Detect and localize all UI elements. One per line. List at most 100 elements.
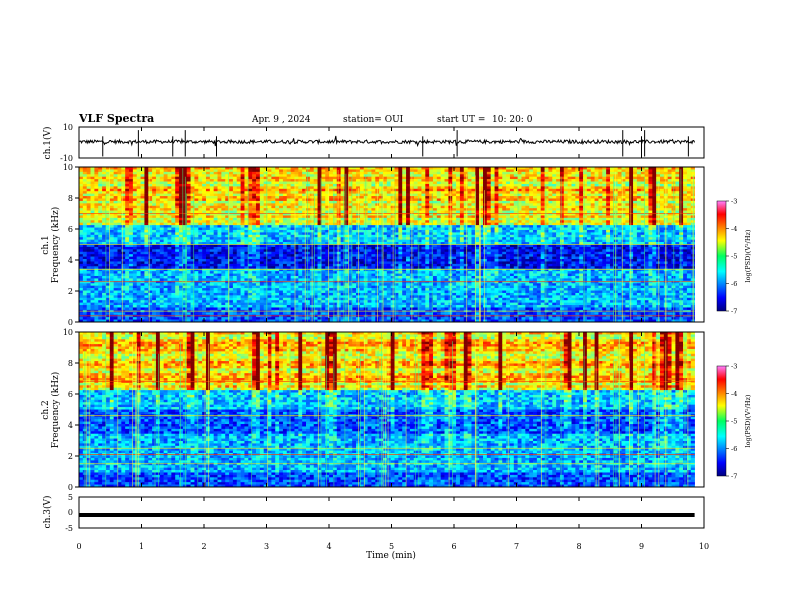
spectrogram-cell [571,217,576,221]
spectrogram-cell [617,232,622,236]
spectrogram-cell [471,200,476,204]
spectrogram-cell [332,181,338,185]
spectrogram-cell [636,220,642,223]
spectrogram-cell [625,227,630,231]
spectrogram-cell [117,222,122,226]
spectrogram-cell [125,193,130,197]
spectrogram-cell [294,208,299,211]
spectrogram-cell [590,183,595,187]
spectrogram-cell [513,191,518,194]
spectrogram-cell [279,239,284,243]
spectrogram-cell [336,215,341,219]
spectrogram-cell [413,191,418,194]
spectrogram-cell [679,176,684,180]
spectrogram-cell [656,179,661,182]
spectrogram-cell [683,179,688,182]
spectrogram-cell [602,167,607,170]
spectrogram-cell [575,188,580,192]
spectrogram-cell [432,227,438,231]
spectrogram-cell [132,171,138,175]
spectrogram-cell [475,229,480,233]
spectrogram-cell [217,220,222,223]
spectrogram-cell [186,183,191,187]
spectrogram-cell [498,225,503,228]
spectrogram-cell [525,215,530,219]
spectrogram-cell [517,186,522,190]
spectrogram-cell [509,203,515,207]
spectrogram-cell [267,200,272,204]
spectrogram-cell [344,215,349,219]
spectrogram-cell [352,232,357,236]
spectrogram-cell [132,196,138,199]
spectrogram-cell [559,198,565,202]
spectrogram-cell [571,203,576,207]
spectrogram-cell [494,227,499,231]
spectrogram-cell [117,220,122,223]
spectrogram-cell [125,186,130,190]
spectrogram-cell [660,220,665,223]
spectrogram-cell [163,208,168,211]
spectrogram-cell [263,181,268,185]
spectrogram-cell [559,186,565,190]
spectrogram-cell [402,198,407,202]
spectrogram-cell [617,229,622,233]
spectrogram-cell [683,227,688,231]
spectrogram-cell [155,203,161,207]
spectrogram-cell [298,200,303,204]
spectrogram-cell [279,232,284,236]
spectrogram-cell [494,234,499,238]
spectrogram-cell [332,167,338,170]
spectrogram-cell [648,193,653,197]
spectrogram-cell [371,174,376,177]
spectrogram-cell [413,220,418,223]
spectrogram-cell [386,222,391,226]
spectrogram-cell [236,167,241,170]
spectrogram-cell [475,169,480,173]
spectrogram-cell [540,171,545,175]
spectrogram-cell [171,167,176,170]
spectrogram-cell [175,174,180,177]
spectrogram-cell [571,200,576,204]
spectrogram-cell [436,234,441,238]
spectrogram-cell [467,239,472,243]
spectrogram-cell [483,213,488,216]
spectrogram-cell [475,217,480,221]
spectrogram-cell [144,174,149,177]
spectrogram-cell [267,167,272,170]
spectrogram-cell [255,188,261,192]
spectrogram-cell [432,225,438,228]
spectrogram-cell [648,237,653,240]
spectrogram-cell [163,191,168,194]
spectrogram-cell [552,198,557,202]
spectrogram-cell [179,225,184,228]
spectrogram-cell [205,217,211,221]
spectrogram-cell [136,232,141,236]
spectrogram-cell [159,239,164,243]
spectrogram-cell [275,217,280,221]
spectrogram-cell [263,213,268,216]
spectrogram-cell [167,234,172,238]
spectrogram-cell [498,186,503,190]
spectrogram-cell [367,220,372,223]
spectrogram-cell [336,208,341,211]
spectrogram-cell [563,239,568,243]
spectrogram-cell [398,200,403,204]
spectrogram-cell [506,186,511,190]
spectrogram-cell [167,167,172,170]
spectrogram-cell [340,196,345,199]
spectrogram-cell [536,213,542,216]
spectrogram-cell [625,220,630,223]
spectrogram-cell [432,171,438,175]
spectrogram-cell [98,222,103,226]
spectrogram-cell [590,239,595,243]
spectrogram-cell [386,232,391,236]
spectrogram-cell [113,234,118,238]
spectrogram-cell [213,188,218,192]
spectrogram-cell [225,171,230,175]
spectrogram-cell [332,191,338,194]
spectrogram-cell [675,229,680,233]
spectrogram-cell [86,239,91,243]
spectrogram-cell [129,205,134,209]
spectrogram-cell [117,188,122,192]
spectrogram-cell [229,205,234,209]
